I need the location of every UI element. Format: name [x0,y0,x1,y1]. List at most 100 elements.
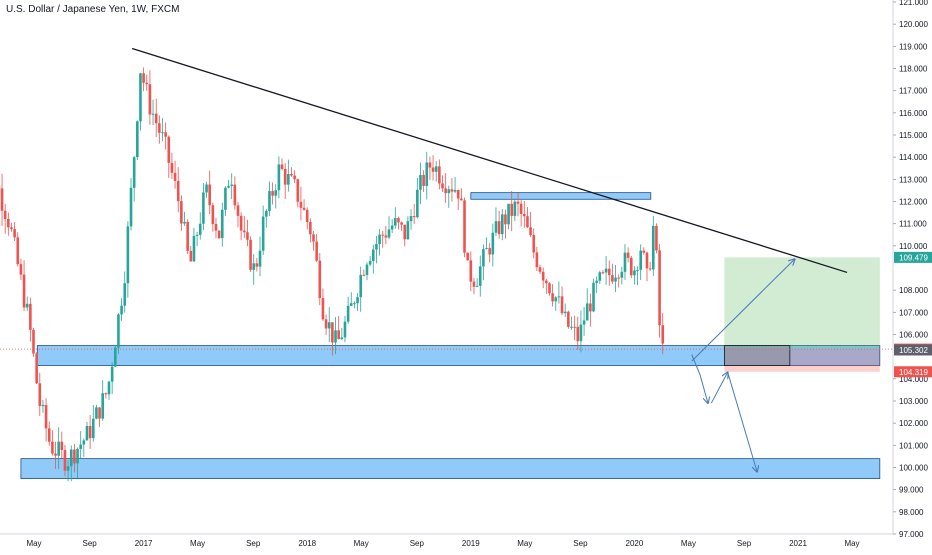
candle-body-38 [98,407,101,418]
candle-body-208 [633,270,636,275]
candle-body-156 [470,260,473,281]
candle-body-166 [501,214,504,234]
time-tick-label-15: May [844,539,859,548]
candle-body-186 [564,312,567,313]
candle-body-65 [183,222,186,224]
candle-body-165 [498,221,501,234]
candle-body-15 [26,304,29,308]
candle-body-157 [473,282,476,287]
candle-body-122 [363,275,366,276]
candle-body-144 [432,168,435,172]
candle-body-53 [145,83,148,84]
candle-body-97 [284,169,287,185]
candle-body-98 [287,174,290,185]
candle-body-147 [441,183,444,188]
candle-body-45 [120,306,123,315]
price-tick-label-5: 102.000 [899,419,928,428]
candle-body-160 [482,249,485,266]
candle-body-33 [83,440,86,444]
candle-body-124 [369,261,372,265]
candle-body-153 [460,198,463,200]
candle-body-206 [627,253,630,258]
candle-body-93 [271,191,274,196]
time-tick-label-13: Sep [737,539,752,548]
candle-body-39 [101,393,104,418]
candle-body-72 [205,184,208,192]
candle-body-107 [315,242,318,261]
candle-body-19 [38,383,41,406]
time-tick-label-11: 2020 [626,539,644,548]
candle-body-8 [4,211,7,219]
candle-body-82 [237,205,240,216]
candle-body-141 [422,175,425,186]
price-tick-label-4: 101.000 [899,441,928,450]
candle-body-49 [133,157,136,188]
chart-title: U.S. Dollar / Japanese Yen, 1W, FXCM [6,4,179,15]
time-tick-label-9: May [517,539,532,548]
candle-body-178 [539,267,542,272]
candle-body-46 [123,283,126,305]
candle-body-193 [586,303,589,320]
price-tick-label-22: 121.000 [899,0,928,7]
candle-body-168 [507,204,510,224]
candle-body-14 [23,275,26,308]
price-tick-label-21: 120.000 [899,20,928,29]
candle-body-22 [48,428,51,441]
candle-body-95 [278,164,281,190]
candle-body-203 [617,278,620,279]
candle-body-91 [265,211,268,217]
candle-body-56 [155,114,158,124]
candle-body-123 [366,265,369,275]
candle-body-18 [35,354,38,384]
candle-body-126 [375,244,378,249]
candle-body-164 [495,221,498,233]
position-target-zone [724,257,879,349]
time-tick-label-12: May [681,539,696,548]
candle-body-136 [407,221,410,239]
price-tick-label-8: 106.000 [899,331,928,340]
candle-body-154 [463,200,466,252]
candle-body-210 [639,251,642,270]
candle-body-20 [42,405,45,406]
candle-body-77 [221,210,224,238]
candle-body-169 [510,204,513,216]
candle-body-196 [595,281,598,283]
candle-body-101 [296,179,299,202]
candle-body-145 [435,166,438,171]
candle-body-191 [580,325,583,342]
candle-body-75 [215,224,218,231]
candle-body-207 [630,258,633,275]
candle-body-58 [161,132,164,133]
candle-body-36 [92,419,95,438]
price-tick-label-17: 116.000 [899,109,928,118]
candle-body-104 [306,210,309,222]
candle-body-214 [652,226,655,269]
candle-body-172 [520,204,523,214]
time-tick-label-14: 2021 [789,539,807,548]
candle-body-116 [344,322,347,338]
candle-body-28 [67,466,70,470]
time-tick-label-6: May [354,539,369,548]
candle-body-59 [164,132,167,136]
price-tick-label-12: 111.000 [899,220,927,229]
support-zone-2 [21,459,880,479]
candle-body-205 [624,253,627,272]
candle-body-113 [334,330,337,342]
price-tag-label-3: 104.319 [899,368,928,377]
candle-body-162 [488,248,491,254]
candle-body-16 [29,304,32,330]
candle-body-84 [243,231,246,233]
candle-body-92 [268,191,271,211]
candle-body-27 [64,450,67,471]
candle-body-102 [300,202,303,208]
candle-body-25 [57,442,60,456]
candle-body-202 [614,278,617,282]
candle-body-78 [224,188,227,210]
candle-body-100 [293,176,296,180]
candle-body-67 [190,251,193,261]
candle-body-187 [567,312,570,327]
projection-arrow-3 [728,372,757,472]
candle-body-137 [410,216,413,221]
